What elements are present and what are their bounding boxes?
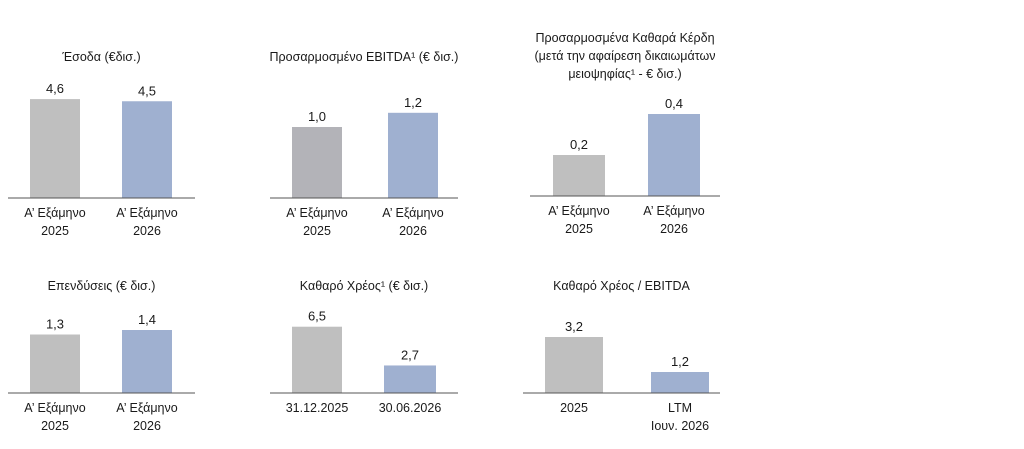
- category-label: 2026: [660, 222, 688, 236]
- data-label: 4,5: [138, 83, 156, 98]
- category-label: Α’ Εξάμηνο: [116, 401, 177, 415]
- chart-title: Καθαρό Χρέος¹ (€ δισ.): [300, 279, 428, 293]
- category-label: 31.12.2025: [286, 401, 349, 415]
- chart-panel: Επενδύσεις (€ δισ.) 1,3 Α’ Εξάμηνο 2025 1,4 Α…: [8, 279, 195, 433]
- category-label: Α’ Εξάμηνο: [24, 401, 85, 415]
- bar: [553, 155, 605, 196]
- data-label: 1,3: [46, 317, 64, 332]
- category-label: 2025: [560, 401, 588, 415]
- data-label: 1,4: [138, 312, 156, 327]
- chart-title: Προσαρμοσμένα Καθαρά Κέρδη: [535, 31, 714, 45]
- bar: [30, 99, 80, 198]
- bar: [292, 127, 342, 198]
- data-label: 4,6: [46, 81, 64, 96]
- bar: [648, 114, 700, 196]
- bar: [388, 112, 438, 198]
- category-label: 2026: [133, 224, 161, 238]
- data-label: 1,2: [671, 354, 689, 369]
- data-label: 3,2: [565, 319, 583, 334]
- data-label: 2,7: [401, 347, 419, 362]
- bar: [545, 337, 603, 393]
- chart-title: Καθαρό Χρέος / EBITDA: [553, 279, 690, 293]
- category-label: Α’ Εξάμηνο: [643, 204, 704, 218]
- data-label: 1,0: [308, 109, 326, 124]
- bar: [122, 330, 172, 393]
- chart-panel: Καθαρό Χρέος / EBITDA 3,2 2025 1,2 LTM Ιουν. …: [523, 279, 720, 433]
- data-label: 1,2: [404, 95, 422, 110]
- bar: [30, 334, 80, 393]
- chart-panel: Προσαρμοσμένα Καθαρά Κέρδη (μετά την αφαί…: [530, 31, 720, 236]
- category-label: Α’ Εξάμηνο: [286, 206, 347, 220]
- chart-title: Έσοδα (€δισ.): [61, 50, 140, 64]
- category-label: 2026: [133, 419, 161, 433]
- category-label: 2025: [303, 224, 331, 238]
- category-label: 2025: [41, 419, 69, 433]
- category-label: Ιουν. 2026: [651, 419, 709, 433]
- category-label: Α’ Εξάμηνο: [116, 206, 177, 220]
- category-label: 30.06.2026: [379, 401, 442, 415]
- chart-panel: Καθαρό Χρέος¹ (€ δισ.) 6,5 31.12.2025 2,7 30…: [270, 279, 458, 415]
- category-label: Α’ Εξάμηνο: [24, 206, 85, 220]
- bar: [122, 101, 172, 198]
- chart-panel: Προσαρμοσμένο EBITDA¹ (€ δισ.) 1,0 Α’ Εξάμ…: [270, 50, 459, 238]
- chart-title: (μετά την αφαίρεση δικαιωμάτων: [535, 49, 716, 63]
- data-label: 6,5: [308, 309, 326, 324]
- chart-panel: Έσοδα (€δισ.) 4,6 Α’ Εξάμηνο 2025 4,5 Α’ Εξάμ…: [8, 50, 195, 238]
- category-label: 2026: [399, 224, 427, 238]
- bar: [292, 326, 342, 393]
- category-label: Α’ Εξάμηνο: [382, 206, 443, 220]
- chart-title: μειοψηφίας¹ - € δισ.): [568, 67, 681, 81]
- chart-title: Επενδύσεις (€ δισ.): [48, 279, 156, 293]
- bar: [384, 365, 436, 393]
- category-label: Α’ Εξάμηνο: [548, 204, 609, 218]
- category-label: 2025: [41, 224, 69, 238]
- chart-title: Προσαρμοσμένο EBITDA¹ (€ δισ.): [270, 50, 459, 64]
- category-label: LTM: [668, 401, 692, 415]
- data-label: 0,2: [570, 137, 588, 152]
- data-label: 0,4: [665, 96, 683, 111]
- category-label: 2025: [565, 222, 593, 236]
- bar: [651, 372, 709, 393]
